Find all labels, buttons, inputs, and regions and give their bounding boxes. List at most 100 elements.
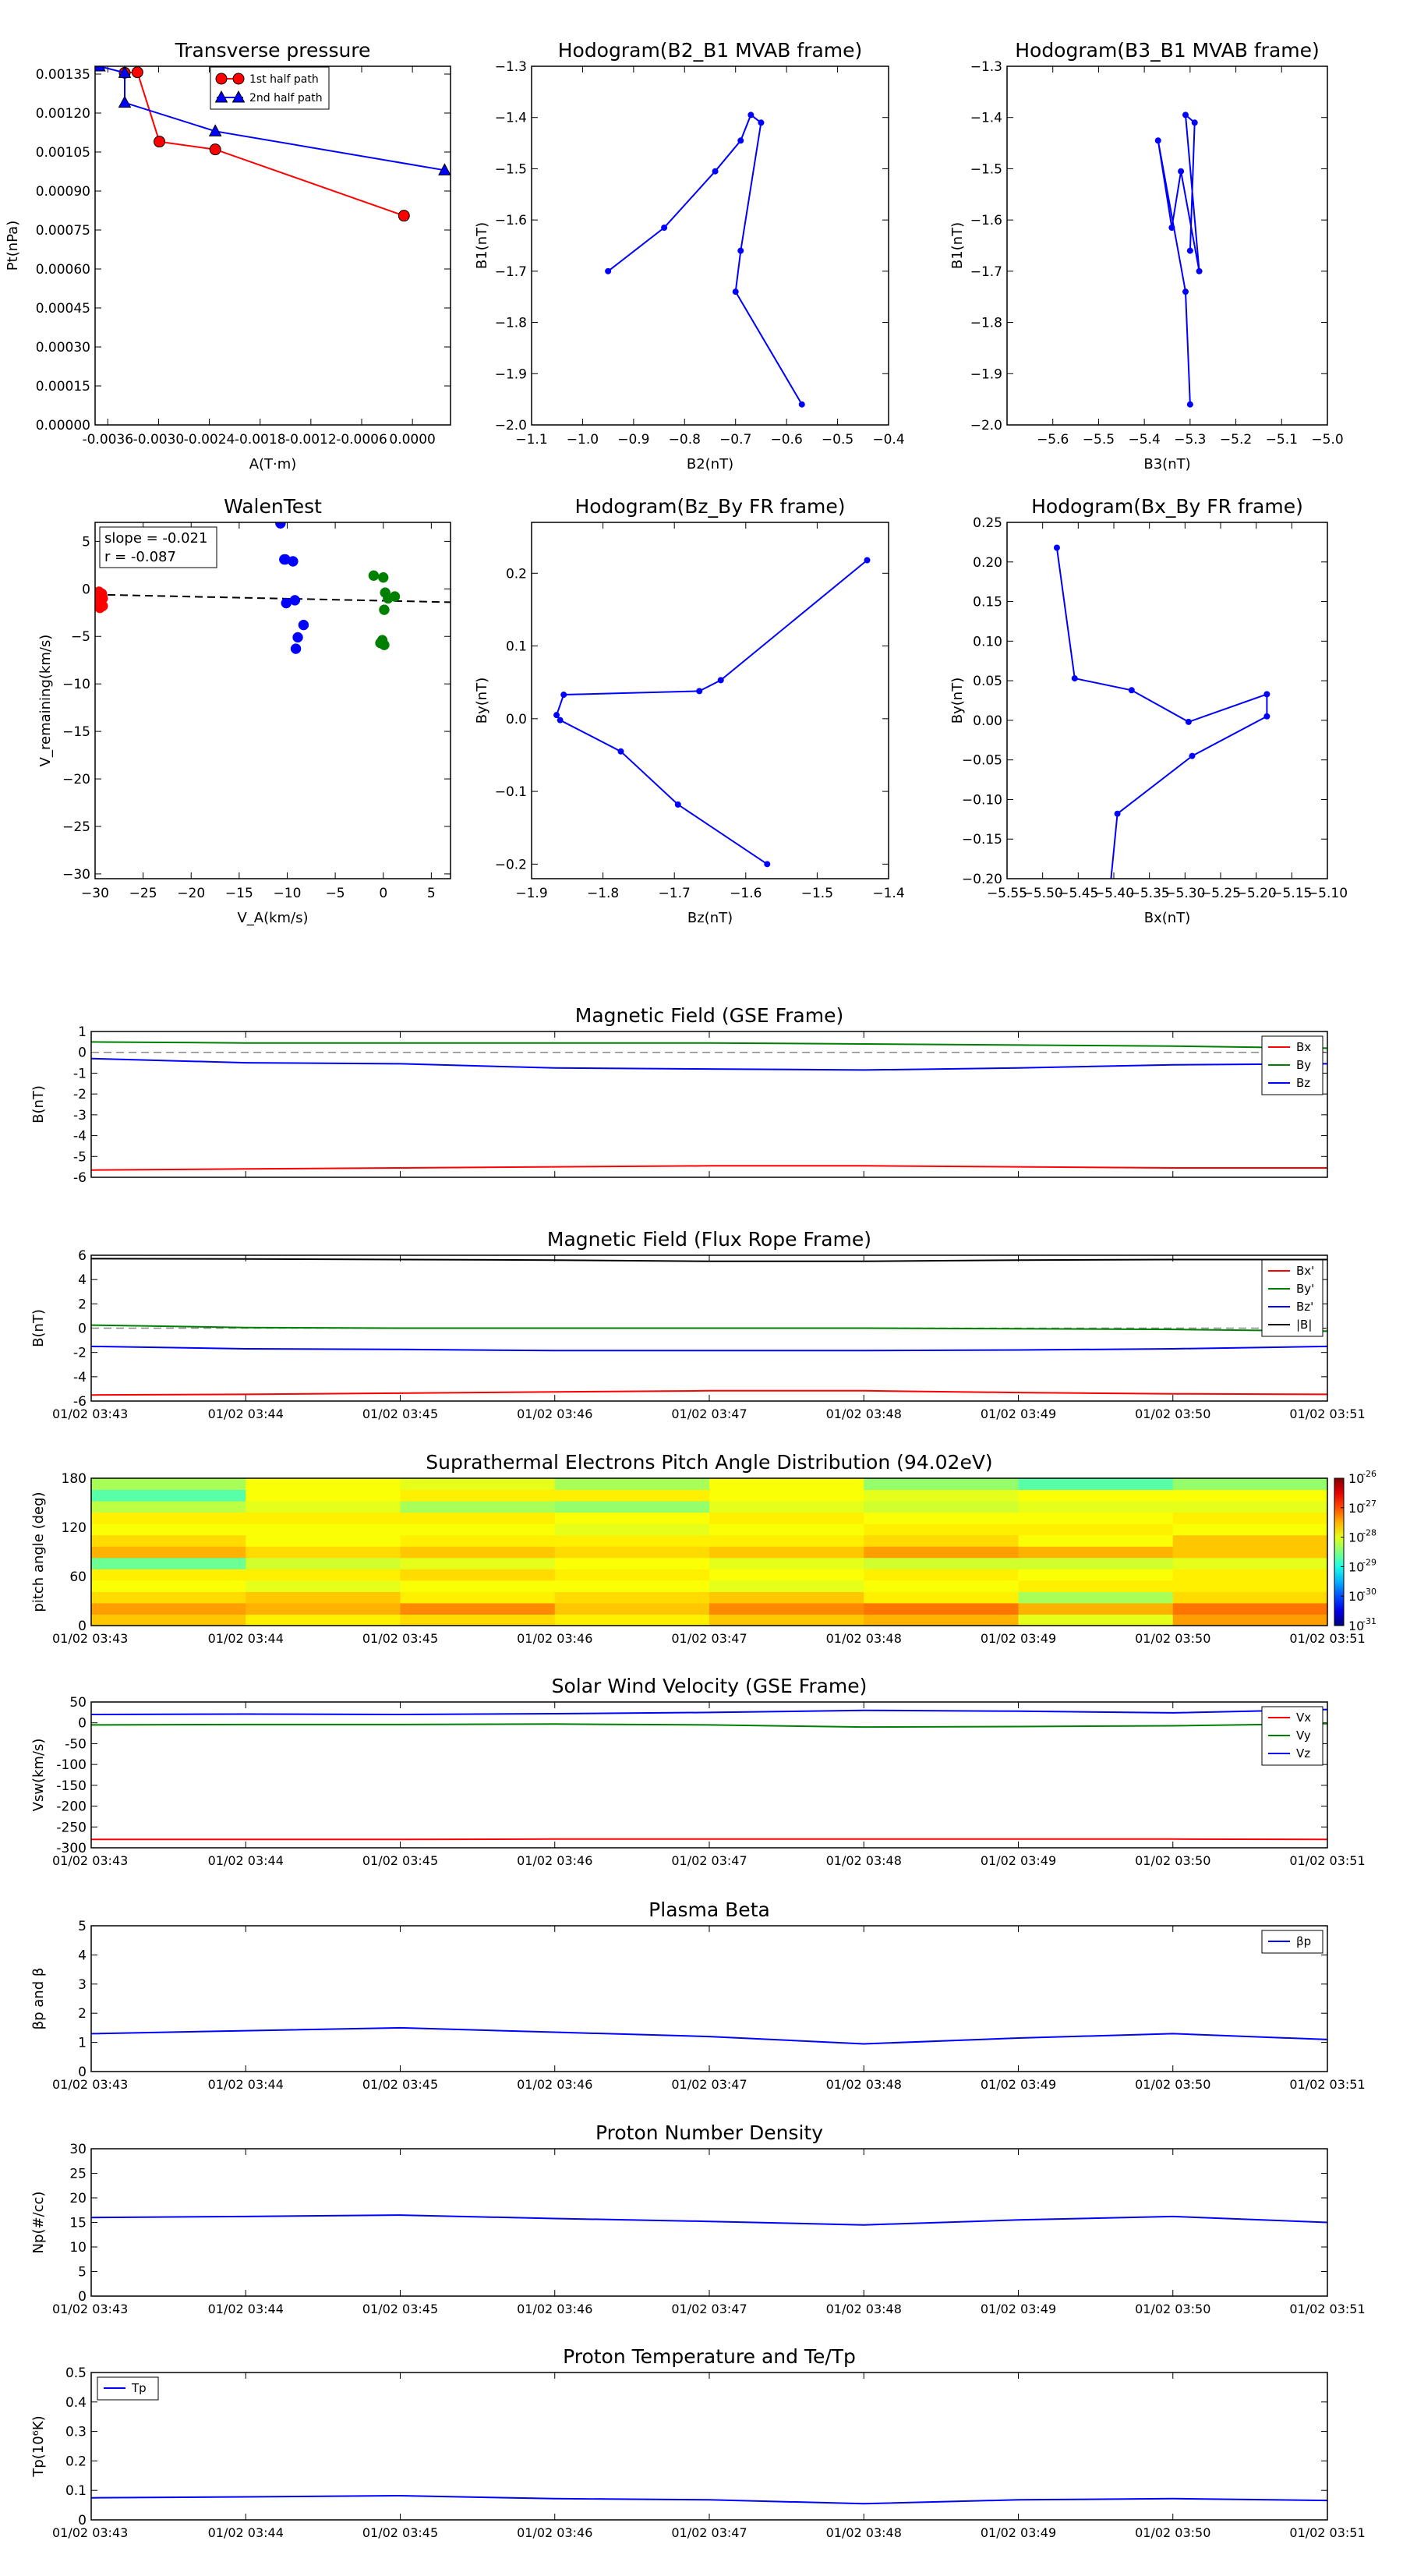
series-line-By [91,1041,1327,1049]
plot-frame [90,1254,1328,1402]
fit-line [95,593,451,603]
heatmap-cell [400,1614,556,1626]
y-axis-label: B(nT) [30,1085,47,1123]
data-point [288,556,299,567]
heatmap-cell [91,1602,246,1615]
time-tick-label: 01/02 03:43 [52,2525,128,2540]
data-point [1071,675,1078,682]
x-tick-label: −5.45 [1058,886,1098,901]
heatmap-cell [864,1534,1019,1547]
y-tick-label: 0.3 [65,2425,87,2440]
heatmap-cell [864,1580,1019,1592]
data-point [208,124,222,136]
heatmap-cell [91,1546,246,1559]
time-tick-label: 01/02 03:51 [1289,1853,1365,1868]
data-point [1263,691,1270,698]
heatmap-cell [246,1557,401,1569]
y-tick-label: 6 [78,1248,87,1264]
heatmap-cell [400,1591,556,1604]
y-tick-label: 0 [78,1619,87,1634]
heatmap-cell [864,1512,1019,1524]
colorbar-exponent: -30 [1362,1587,1376,1597]
data-point [1114,810,1121,817]
data-point [1263,713,1270,720]
chart-title: Proton Temperature and Te/Tp [563,2345,856,2368]
x-tick-label: −1.5 [801,886,833,901]
transverse-panel: Transverse pressure -0.0036 -0.0030 -0.0024… [5,39,451,472]
heatmap-cell [1172,1489,1328,1502]
series-line-Bz [91,1057,1327,1071]
y-tick-label: -4 [73,1129,87,1145]
heatmap-cell [1172,1523,1328,1536]
time-tick-label: 01/02 03:49 [981,2302,1056,2316]
chart-title: Suprathermal Electrons Pitch Angle Distr… [426,1451,992,1474]
time-tick-label: 01/02 03:43 [52,1407,128,1421]
hodo_bxby-panel: Hodogram(Bx_By FR frame)−5.55−5.50−5.45−… [949,495,1348,926]
y-tick-label: −10 [62,677,90,692]
data-point [377,571,389,583]
data-point [717,677,724,684]
heatmap-cell [400,1602,556,1615]
y-tick-label: -4 [73,1370,87,1385]
heatmap-cell [864,1591,1019,1604]
y-tick-label: 0.00120 [36,106,90,122]
y-tick-label: 0.15 [973,595,1002,610]
plot-area [91,1258,1327,1396]
time-tick-label: 01/02 03:50 [1135,1853,1210,1868]
x-axis-label: B3(nT) [1143,456,1190,472]
plot-frame [531,65,889,426]
y-tick-label: -5 [73,1149,87,1165]
legend-label: Vz [1296,1746,1310,1760]
heatmap-cell [246,1512,401,1524]
colorbar-label: 10 [1348,1559,1364,1574]
time-tick-label: 01/02 03:43 [52,2077,128,2092]
series-line-By' [91,1324,1327,1332]
series-line-Vy [91,1722,1327,1729]
x-tick-label: −1.9 [515,886,547,901]
y-tick-label: -200 [56,1799,87,1815]
time-tick-label: 01/02 03:51 [1289,2302,1365,2316]
data-point [737,137,744,144]
y-axis-label: By(nT) [474,678,490,724]
heatmap-cell [709,1569,864,1581]
data-point [732,288,739,295]
time-tick-label: 01/02 03:47 [671,1853,747,1868]
x-tick-label: −1.0 [567,432,599,448]
y-axis-label: βp and β [30,1968,47,2030]
mag_gse-panel: Magnetic Field (GSE Frame) 1 0 -1 -2 -3 -4 -5 -6… [30,1004,1328,1186]
time-tick-label: 01/02 03:49 [981,1407,1056,1421]
x-tick-label: −15 [225,886,253,901]
data-point [1182,111,1189,119]
y-tick-label: 0 [78,2513,87,2528]
x-tick-label: −0.7 [719,432,751,448]
series-line-0 [1157,113,1200,405]
time-tick-label: 01/02 03:45 [362,1631,438,1646]
heatmap-cell [246,1602,401,1615]
heatmap-cell [709,1557,864,1569]
x-tick-label: −1.8 [587,886,619,901]
time-tick-label: 01/02 03:48 [826,2077,902,2092]
plot-frame [90,1701,1328,1849]
legend-marker [232,73,245,85]
legend-label: By [1296,1058,1311,1072]
colorbar-label: 10 [1348,1471,1364,1486]
x-tick-label: −5.3 [1174,432,1206,448]
series-line-Bx' [91,1389,1327,1396]
data-point [95,66,106,72]
time-tick-label: 01/02 03:51 [1289,2077,1365,2092]
data-point [118,95,132,108]
x-tick-label: −30 [81,886,109,901]
data-point [1154,137,1161,144]
heatmap-cell [246,1501,401,1513]
heatmap-cell [864,1523,1019,1536]
y-tick-label: 0.10 [973,634,1002,649]
colorbar-exponent: -27 [1362,1499,1376,1509]
y-tick-label: 0.1 [65,2483,87,2499]
time-tick-label: 01/02 03:51 [1289,1631,1365,1646]
data-point [379,604,390,615]
heatmap-cell [709,1478,864,1491]
y-tick-label: 4 [78,1272,87,1288]
heatmap-cell [554,1569,710,1581]
y-tick-label: -1 [73,1066,87,1081]
pad-panel: Suprathermal Electrons Pitch Angle Distr… [30,1451,1376,1646]
